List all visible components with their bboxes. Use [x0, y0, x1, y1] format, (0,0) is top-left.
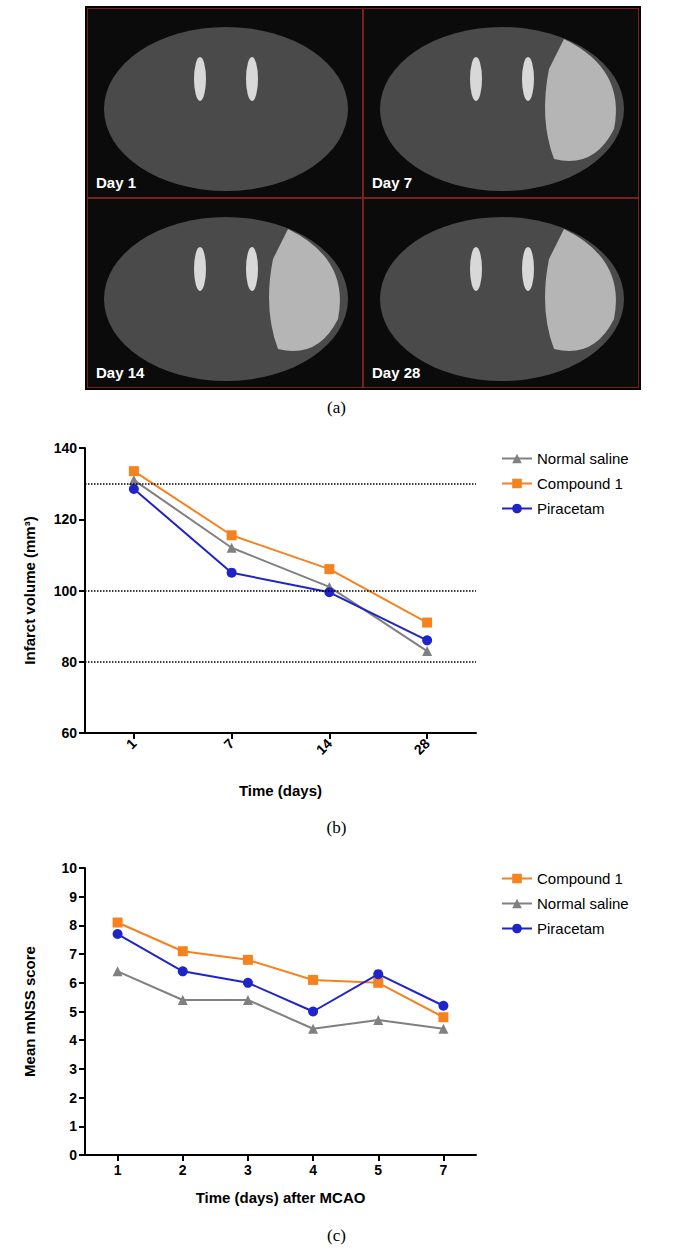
svg-text:10: 10 — [61, 860, 77, 876]
svg-text:80: 80 — [61, 654, 77, 670]
svg-text:Time (days): Time (days) — [239, 782, 322, 799]
html-text:Day 28: Day 28 — [372, 364, 421, 381]
html-text:Day 14: Day 14 — [96, 364, 145, 381]
svg-text:28: 28 — [410, 735, 432, 757]
svg-text:0: 0 — [69, 1147, 77, 1163]
svg-text:100: 100 — [54, 583, 78, 599]
html-text:(b): (b) — [326, 818, 347, 837]
svg-text:Time (days) after MCAO: Time (days) after MCAO — [196, 1189, 366, 1206]
svg-text:60: 60 — [61, 725, 77, 741]
svg-text:140: 140 — [54, 440, 78, 456]
svg-text:8: 8 — [69, 917, 77, 933]
svg-text:Normal saline: Normal saline — [537, 895, 629, 912]
svg-text:Compound 1: Compound 1 — [537, 870, 623, 887]
svg-text:4: 4 — [309, 1162, 317, 1178]
svg-text:Normal saline: Normal saline — [537, 450, 629, 467]
html-text:(a): (a) — [327, 398, 346, 417]
svg-text:Mean mNSS score: Mean mNSS score — [21, 946, 38, 1077]
svg-text:Piracetam: Piracetam — [537, 500, 605, 517]
svg-text:7: 7 — [440, 1162, 448, 1178]
html-text:(c): (c) — [327, 1226, 346, 1245]
svg-text:120: 120 — [54, 511, 78, 527]
svg-text:7: 7 — [69, 946, 77, 962]
svg-text:1: 1 — [114, 1162, 122, 1178]
svg-text:2: 2 — [179, 1162, 187, 1178]
html-text:Day 1: Day 1 — [96, 174, 136, 191]
svg-text:1: 1 — [123, 735, 140, 752]
svg-text:Compound 1: Compound 1 — [537, 475, 623, 492]
svg-text:5: 5 — [374, 1162, 382, 1178]
svg-text:Infarct volume (mm³): Infarct volume (mm³) — [21, 516, 38, 664]
svg-text:7: 7 — [220, 735, 237, 752]
svg-text:9: 9 — [69, 889, 77, 905]
svg-text:1: 1 — [69, 1118, 77, 1134]
svg-text:3: 3 — [69, 1061, 77, 1077]
svg-text:Piracetam: Piracetam — [537, 920, 605, 937]
svg-text:4: 4 — [69, 1032, 77, 1048]
svg-text:6: 6 — [69, 975, 77, 991]
svg-text:2: 2 — [69, 1090, 77, 1106]
svg-text:5: 5 — [69, 1004, 77, 1020]
svg-text:14: 14 — [313, 735, 335, 757]
svg-text:3: 3 — [244, 1162, 252, 1178]
html-text:Day 7: Day 7 — [372, 174, 412, 191]
